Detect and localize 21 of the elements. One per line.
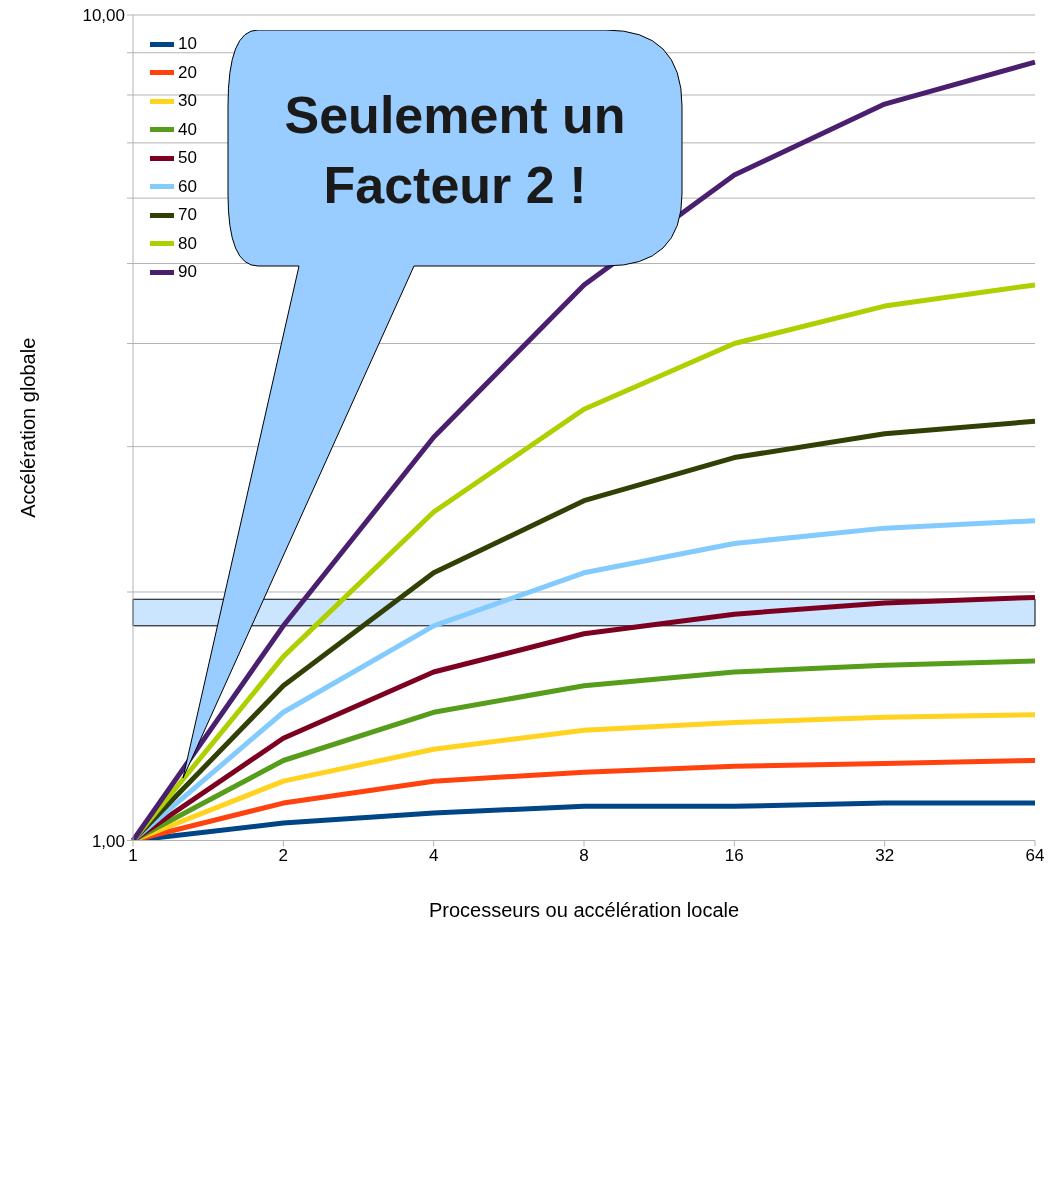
x-tick-label: 1: [128, 845, 138, 865]
x-tick-label: 4: [428, 845, 439, 865]
x-axis-title: Processeurs ou accélération locale: [428, 898, 740, 921]
legend-label: 60: [178, 176, 197, 197]
x-tick-label: 32: [875, 845, 895, 865]
x-tick-label: 16: [724, 845, 744, 865]
y-axis-title: Accélération globale: [17, 337, 40, 518]
legend-label: 50: [178, 148, 197, 169]
legend-label: 30: [178, 91, 197, 112]
legend-label: 10: [178, 34, 197, 55]
annotation: Seulement un Facteur 2 !: [283, 85, 627, 216]
legend-label: 70: [178, 205, 197, 226]
legend-label: 90: [178, 262, 197, 283]
y-tick-label: 1,00: [91, 831, 125, 851]
x-tick-label: 8: [579, 845, 589, 865]
x-tick-label: 2: [278, 845, 289, 865]
y-tick-label: 10,00: [82, 6, 125, 26]
legend-label: 40: [178, 119, 197, 140]
x-tick-label: 64: [1025, 845, 1045, 865]
legend-label: 20: [178, 62, 197, 83]
legend-label: 80: [178, 233, 197, 254]
